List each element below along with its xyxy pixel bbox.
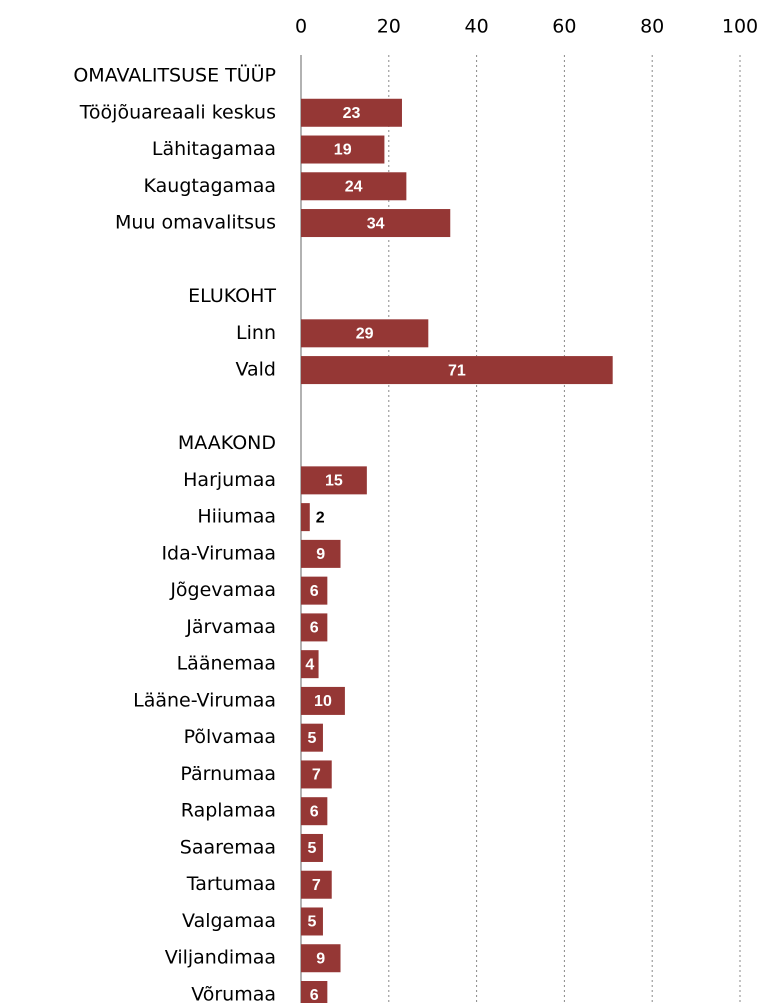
bar: [301, 356, 613, 385]
value-label: 10: [314, 693, 332, 710]
value-label: 5: [308, 914, 317, 931]
value-label: 2: [316, 509, 325, 526]
category-label: Ida-Virumaa: [161, 542, 276, 564]
category-label: Kaugtagamaa: [144, 175, 276, 197]
value-label: 7: [312, 767, 321, 784]
category-label: Läänemaa: [177, 653, 276, 675]
category-label: Lääne-Virumaa: [133, 689, 276, 711]
category-label: Hiiumaa: [197, 506, 276, 528]
bar: [301, 797, 328, 826]
category-label: ELUKOHT: [188, 285, 276, 307]
value-label: 34: [367, 215, 385, 232]
bar: [301, 981, 328, 1003]
category-label: Tartumaa: [186, 873, 276, 895]
category-label: OMAVALITSUSE TÜÜP: [73, 64, 276, 87]
category-label: Raplamaa: [181, 800, 276, 822]
value-label: 9: [316, 546, 325, 563]
category-label: Järvamaa: [185, 616, 276, 638]
bar: [301, 539, 341, 568]
x-tick-label: 0: [295, 16, 307, 38]
bar: [301, 503, 310, 532]
x-tick-label: 100: [722, 16, 758, 38]
x-tick-label: 40: [465, 16, 489, 38]
value-label: 71: [448, 362, 466, 379]
category-label: MAAKOND: [178, 432, 276, 454]
value-label: 5: [308, 730, 317, 747]
bar: [301, 686, 345, 715]
bar: [301, 944, 341, 973]
value-label: 4: [305, 656, 314, 673]
value-label: 7: [312, 877, 321, 894]
value-label: 6: [310, 987, 319, 1003]
x-tick-label: 20: [377, 16, 401, 38]
x-tick-label: 60: [552, 16, 576, 38]
value-label: 6: [310, 803, 319, 820]
bar: [301, 576, 328, 605]
bar: [301, 319, 429, 348]
category-label: Harjumaa: [183, 469, 276, 491]
bar: [301, 760, 332, 789]
bar: [301, 907, 323, 936]
bar: [301, 135, 385, 164]
category-label: Linn: [236, 322, 276, 344]
category-label: Vald: [235, 359, 276, 381]
x-tick-label: 80: [640, 16, 664, 38]
bar: [301, 613, 328, 642]
bar: [301, 172, 407, 201]
category-label: Pärnumaa: [180, 763, 276, 785]
value-label: 6: [310, 583, 319, 600]
value-label: 15: [325, 473, 343, 490]
value-label: 19: [334, 142, 352, 159]
category-label: Lähitagamaa: [152, 138, 276, 160]
category-label: Saaremaa: [180, 836, 276, 858]
value-label: 23: [343, 105, 361, 122]
category-label: Tööjõuareaali keskus: [79, 101, 276, 123]
value-label: 29: [356, 326, 374, 343]
bar: [301, 870, 332, 899]
category-label: Võrumaa: [191, 984, 276, 1003]
bar: [301, 650, 319, 679]
category-label: Jõgevamaa: [169, 579, 276, 601]
category-label: Valgamaa: [182, 910, 276, 932]
category-label: Muu omavalitsus: [115, 212, 276, 234]
value-label: 5: [308, 840, 317, 857]
category-label: Viljandimaa: [165, 947, 276, 969]
bar: [301, 98, 402, 127]
value-label: 6: [310, 620, 319, 637]
value-label: 24: [345, 178, 363, 195]
bar: [301, 833, 323, 862]
bar: [301, 723, 323, 752]
bar: [301, 209, 451, 238]
value-label: 9: [316, 950, 325, 967]
category-label: Põlvamaa: [184, 726, 276, 748]
bar: [301, 466, 367, 495]
